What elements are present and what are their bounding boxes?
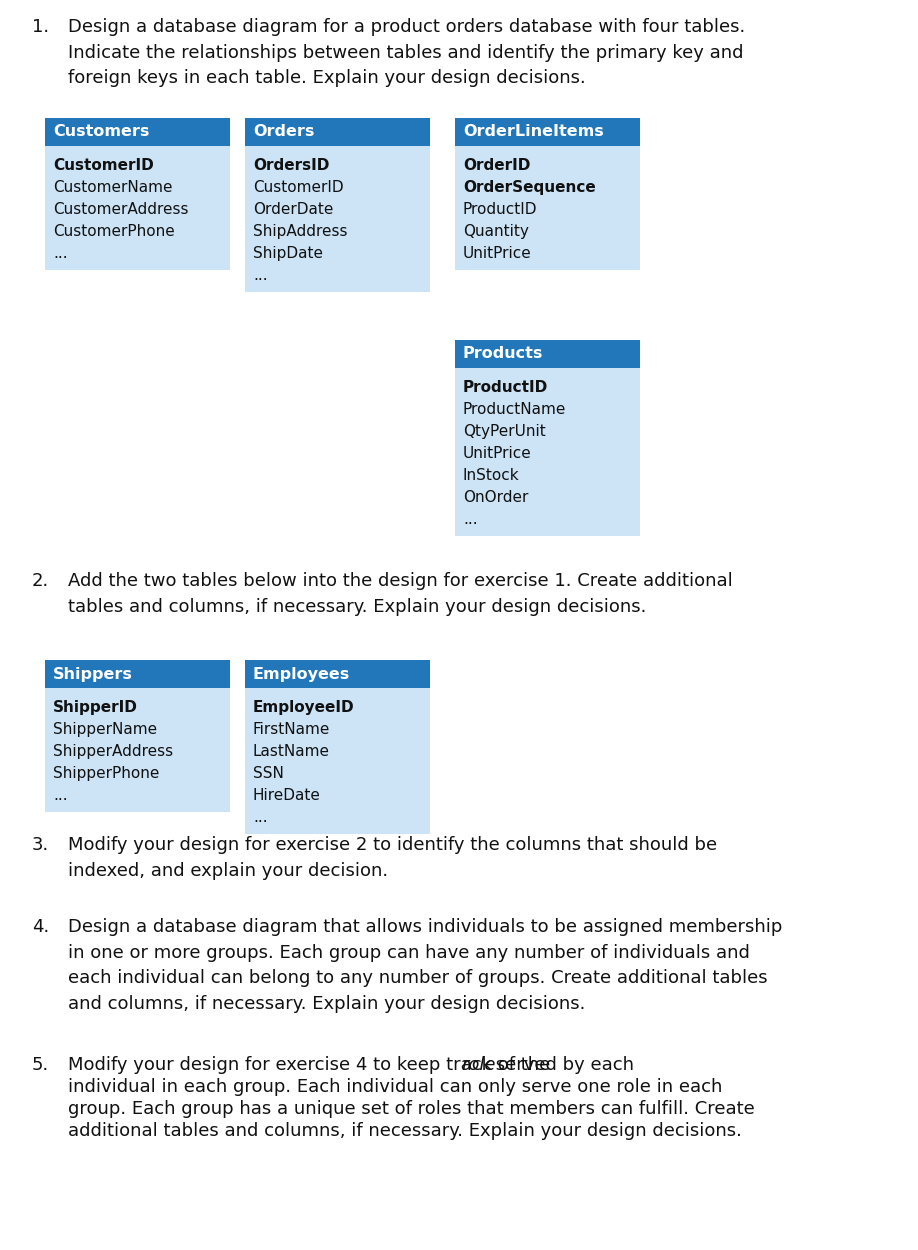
Bar (455, 340, 640, 367)
Bar (45, 660, 230, 688)
Text: UnitPrice: UnitPrice (463, 446, 532, 461)
Text: CustomerID: CustomerID (253, 180, 343, 195)
Text: 4.: 4. (32, 918, 50, 936)
Text: Modify your design for exercise 4 to keep track of the: Modify your design for exercise 4 to kee… (68, 1056, 556, 1074)
Text: Customers: Customers (53, 125, 150, 140)
Text: OrderID: OrderID (463, 158, 531, 172)
Bar (245, 146, 430, 292)
Text: HireDate: HireDate (253, 788, 321, 802)
Text: EmployeeID: EmployeeID (253, 700, 354, 715)
Text: served by each: served by each (490, 1056, 633, 1074)
Text: UnitPrice: UnitPrice (463, 246, 532, 261)
Text: CustomerID: CustomerID (53, 158, 153, 172)
Text: ProductID: ProductID (463, 380, 548, 395)
Text: ...: ... (253, 810, 268, 825)
Text: CustomerPhone: CustomerPhone (53, 224, 174, 239)
Text: individual in each group. Each individual can only serve one role in each: individual in each group. Each individua… (68, 1078, 722, 1096)
Text: role: role (461, 1056, 496, 1074)
Text: OrderDate: OrderDate (253, 202, 333, 217)
Text: additional tables and columns, if necessary. Explain your design decisions.: additional tables and columns, if necess… (68, 1122, 742, 1140)
Text: ...: ... (53, 246, 68, 261)
Bar (455, 118, 640, 146)
Text: OrderLineItems: OrderLineItems (463, 125, 604, 140)
Text: LastName: LastName (253, 744, 330, 759)
Text: Quantity: Quantity (463, 224, 529, 239)
Text: CustomerAddress: CustomerAddress (53, 202, 188, 217)
Text: ShipperName: ShipperName (53, 722, 157, 738)
Bar (455, 368, 640, 536)
Bar (245, 118, 430, 146)
Text: ...: ... (463, 512, 477, 528)
Text: SSN: SSN (253, 766, 284, 781)
Text: 2.: 2. (32, 572, 50, 590)
Text: OrderSequence: OrderSequence (463, 180, 596, 195)
Text: 1.: 1. (32, 18, 50, 36)
Text: ShipperAddress: ShipperAddress (53, 744, 174, 759)
Text: OnOrder: OnOrder (463, 490, 529, 505)
Bar (245, 660, 430, 688)
Text: Modify your design for exercise 2 to identify the columns that should be
indexed: Modify your design for exercise 2 to ide… (68, 836, 717, 880)
Text: FirstName: FirstName (253, 722, 330, 738)
Text: ...: ... (53, 788, 68, 802)
Text: ProductName: ProductName (463, 402, 566, 418)
Bar (45, 688, 230, 812)
Text: CustomerName: CustomerName (53, 180, 173, 195)
Bar (455, 146, 640, 270)
Text: Shippers: Shippers (53, 666, 133, 681)
Text: Products: Products (463, 346, 543, 361)
Text: 3.: 3. (32, 836, 50, 854)
Bar (45, 146, 230, 270)
Text: OrdersID: OrdersID (253, 158, 330, 172)
Text: ShipDate: ShipDate (253, 246, 323, 261)
Text: ShipperPhone: ShipperPhone (53, 766, 160, 781)
Text: Add the two tables below into the design for exercise 1. Create additional
table: Add the two tables below into the design… (68, 572, 733, 616)
Text: ProductID: ProductID (463, 202, 538, 217)
Bar (45, 118, 230, 146)
Text: ShipAddress: ShipAddress (253, 224, 348, 239)
Text: ShipperID: ShipperID (53, 700, 138, 715)
Text: QtyPerUnit: QtyPerUnit (463, 424, 545, 439)
Text: group. Each group has a unique set of roles that members can fulfill. Create: group. Each group has a unique set of ro… (68, 1100, 755, 1118)
Text: Employees: Employees (253, 666, 351, 681)
Bar (245, 688, 430, 834)
Text: Orders: Orders (253, 125, 314, 140)
Text: Design a database diagram that allows individuals to be assigned membership
in o: Design a database diagram that allows in… (68, 918, 782, 1013)
Text: 5.: 5. (32, 1056, 50, 1074)
Text: Design a database diagram for a product orders database with four tables.
Indica: Design a database diagram for a product … (68, 18, 745, 88)
Text: InStock: InStock (463, 468, 520, 482)
Text: ...: ... (253, 268, 268, 282)
